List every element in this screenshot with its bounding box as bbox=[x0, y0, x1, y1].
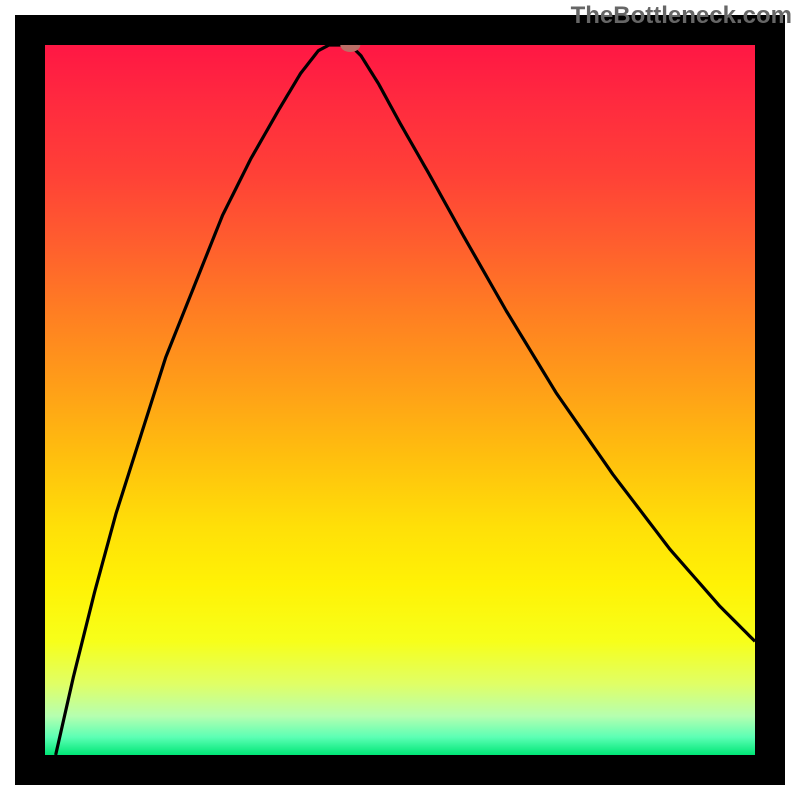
watermark-text: TheBottleneck.com bbox=[571, 2, 792, 30]
chart-container: TheBottleneck.com bbox=[0, 0, 800, 800]
chart-svg bbox=[0, 0, 800, 800]
